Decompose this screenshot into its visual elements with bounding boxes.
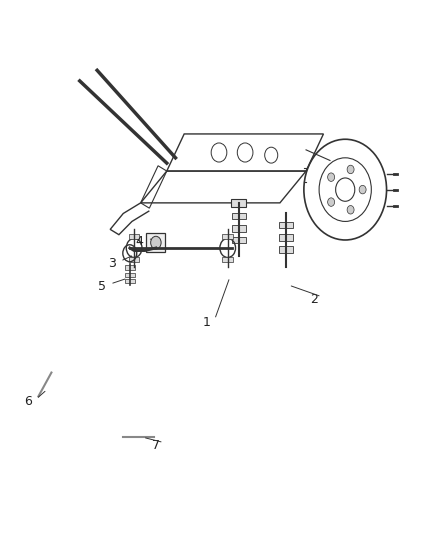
FancyBboxPatch shape [231,199,247,207]
Text: 6: 6 [25,395,32,408]
FancyBboxPatch shape [129,233,139,239]
FancyBboxPatch shape [232,213,246,219]
FancyBboxPatch shape [146,233,166,252]
FancyBboxPatch shape [124,279,135,284]
Circle shape [359,185,366,194]
Text: 3: 3 [109,257,117,270]
FancyBboxPatch shape [223,257,233,262]
FancyBboxPatch shape [232,237,246,243]
Text: 7: 7 [152,439,160,451]
Text: 2: 2 [310,293,318,306]
FancyBboxPatch shape [279,222,293,228]
Text: 4: 4 [136,235,144,247]
FancyBboxPatch shape [124,265,135,270]
FancyBboxPatch shape [129,257,139,262]
Circle shape [347,206,354,214]
FancyBboxPatch shape [232,225,246,231]
Text: 1: 1 [203,316,211,329]
FancyBboxPatch shape [279,246,293,253]
FancyBboxPatch shape [279,234,293,240]
Circle shape [328,198,335,206]
FancyBboxPatch shape [124,273,135,277]
Circle shape [151,236,161,249]
FancyBboxPatch shape [223,233,233,239]
Circle shape [347,165,354,174]
Circle shape [328,173,335,181]
Text: 5: 5 [99,280,106,293]
